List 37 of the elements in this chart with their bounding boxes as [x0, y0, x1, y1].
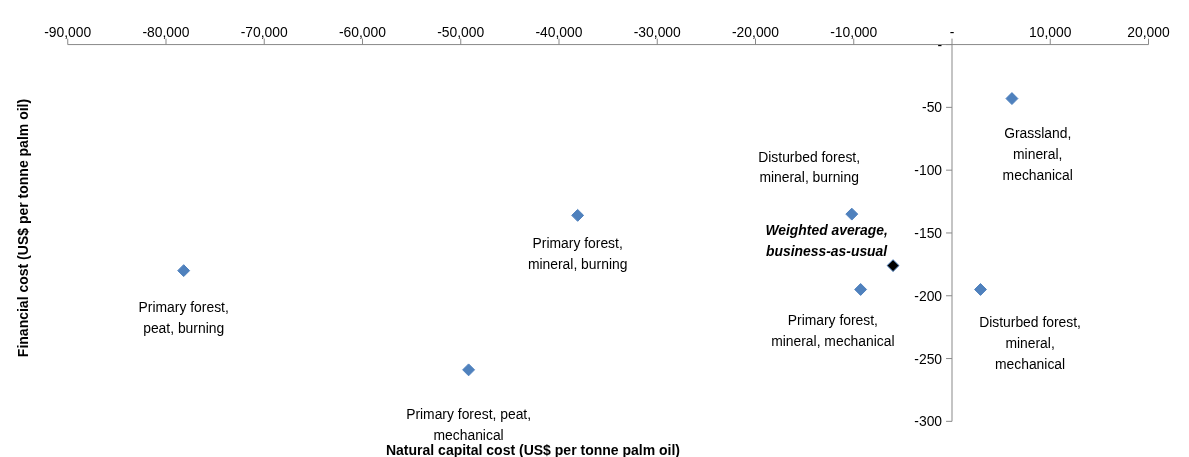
y-axis-title: Financial cost (US$ per tonne palm oil)	[15, 98, 31, 358]
x-tick-label: 10,000	[1028, 23, 1072, 40]
annotation: Weighted average, business-as-usual	[765, 221, 889, 259]
x-tick-label: -60,000	[338, 23, 387, 40]
x-tick-label: -80,000	[142, 23, 190, 40]
y-tick-label: -300	[914, 413, 943, 430]
point	[853, 283, 867, 296]
annotation: Primary forest, peat, burning	[138, 299, 229, 337]
y-tick-label: -50	[921, 99, 943, 116]
x-tick-label: -90,000	[43, 23, 92, 40]
x-tick-label: -70,000	[240, 23, 288, 40]
annotation: Disturbed forest, mineral, burning	[758, 148, 860, 186]
point	[845, 207, 858, 221]
point	[176, 264, 190, 278]
point	[570, 208, 584, 222]
y-tick-label: -250	[914, 350, 943, 367]
y-tick-label: -200	[914, 287, 943, 304]
annotation: Primary forest, peat, mechanical	[405, 406, 531, 444]
annotation: Primary forest, mineral, burning	[527, 235, 628, 272]
annotation: Disturbed forest, mineral, mechanical	[978, 314, 1081, 372]
point	[973, 283, 987, 296]
x-tick-label: 20,000	[1127, 23, 1170, 40]
x-axis-title: Natural capital cost (US$ per tonne palm oil)	[384, 442, 682, 457]
x-tick-label: -40,000	[535, 23, 583, 40]
x-tick-label: -50,000	[436, 23, 485, 40]
point	[461, 363, 475, 377]
x-tick-label: -30,000	[633, 23, 681, 40]
y-tick-label: -100	[914, 162, 943, 179]
x-tick-label: -10,000	[829, 23, 878, 40]
x-tick-label: -	[949, 23, 955, 40]
annotation: Primary forest, mineral, mechanical	[770, 312, 895, 349]
point	[886, 259, 900, 273]
point	[1005, 92, 1019, 106]
annotation: Grassland, mineral, mechanical	[1002, 125, 1073, 183]
y-tick-label: -	[937, 36, 942, 53]
x-tick-label: -20,000	[731, 23, 780, 40]
y-tick-label: -150	[914, 224, 943, 241]
